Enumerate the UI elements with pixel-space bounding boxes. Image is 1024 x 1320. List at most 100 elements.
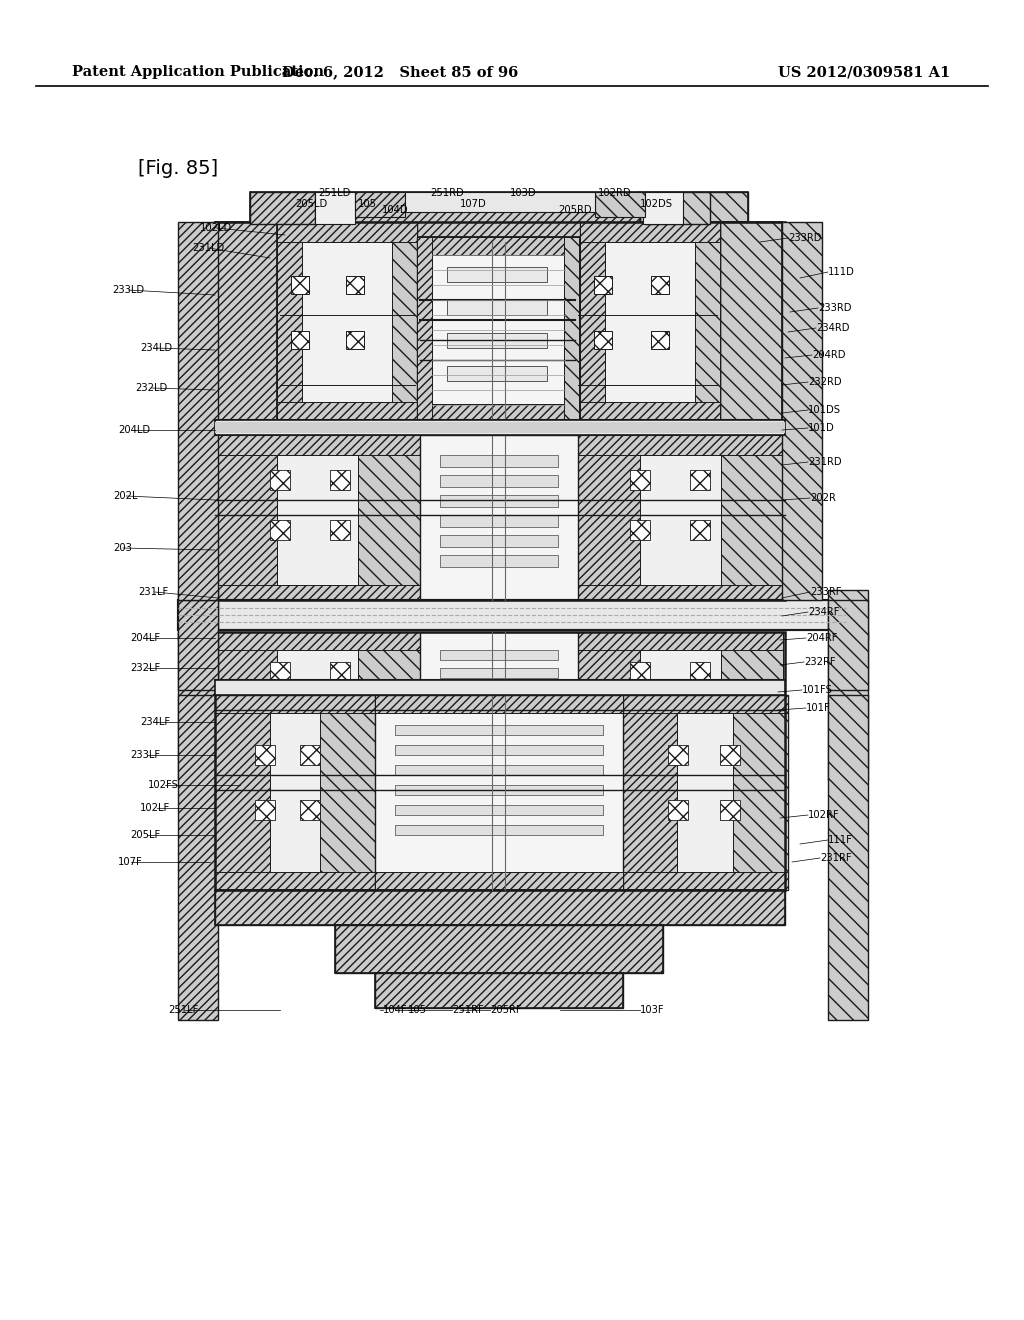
- Bar: [250, 191, 350, 222]
- Bar: [447, 267, 547, 282]
- Bar: [828, 696, 868, 1020]
- Text: 251RD: 251RD: [430, 187, 464, 198]
- Bar: [178, 601, 846, 630]
- Bar: [300, 800, 319, 820]
- Bar: [420, 436, 578, 605]
- Bar: [690, 520, 710, 540]
- Bar: [215, 696, 270, 890]
- Text: 101DS: 101DS: [808, 405, 841, 414]
- Bar: [375, 973, 623, 1008]
- Text: 111F: 111F: [828, 836, 853, 845]
- Bar: [622, 873, 788, 890]
- Bar: [578, 762, 783, 780]
- Bar: [346, 276, 364, 294]
- Bar: [580, 403, 720, 422]
- Bar: [278, 222, 417, 422]
- Text: 205LF: 205LF: [130, 830, 160, 840]
- Bar: [578, 436, 640, 605]
- Text: 204LF: 204LF: [130, 634, 160, 643]
- Bar: [580, 222, 605, 422]
- Bar: [630, 710, 650, 730]
- Bar: [622, 696, 788, 713]
- Text: 234RD: 234RD: [816, 323, 850, 333]
- Text: 234LF: 234LF: [140, 717, 170, 727]
- Text: 102DS: 102DS: [640, 199, 673, 209]
- Bar: [395, 785, 603, 795]
- Bar: [358, 632, 420, 780]
- Bar: [255, 800, 275, 820]
- Bar: [690, 663, 710, 682]
- Bar: [270, 470, 290, 490]
- Bar: [594, 331, 612, 348]
- Bar: [420, 632, 578, 780]
- Bar: [215, 696, 375, 890]
- Bar: [668, 744, 688, 766]
- Text: 233LD: 233LD: [112, 285, 144, 294]
- Bar: [278, 403, 417, 422]
- Bar: [417, 238, 579, 422]
- Text: 231RD: 231RD: [808, 457, 842, 467]
- Bar: [578, 436, 783, 605]
- Bar: [828, 590, 868, 640]
- Text: 202L: 202L: [113, 491, 137, 502]
- Bar: [215, 890, 785, 925]
- Bar: [392, 222, 417, 422]
- Bar: [350, 191, 640, 238]
- Polygon shape: [215, 422, 785, 433]
- Bar: [215, 632, 278, 780]
- Bar: [580, 222, 720, 422]
- Bar: [215, 222, 278, 432]
- Bar: [668, 800, 688, 820]
- Bar: [215, 585, 420, 605]
- Bar: [440, 475, 558, 487]
- Bar: [440, 515, 558, 527]
- Text: 204RD: 204RD: [812, 350, 846, 360]
- Text: [Fig. 85]: [Fig. 85]: [138, 158, 218, 177]
- Text: 102RD: 102RD: [598, 187, 632, 198]
- Bar: [178, 632, 218, 780]
- Bar: [417, 238, 579, 255]
- Text: 232RF: 232RF: [804, 657, 836, 667]
- Bar: [375, 696, 623, 713]
- Bar: [417, 404, 579, 422]
- Text: 107F: 107F: [118, 857, 142, 867]
- Text: 251LF: 251LF: [168, 1005, 199, 1015]
- Bar: [215, 873, 375, 890]
- Bar: [215, 696, 375, 713]
- Bar: [630, 470, 650, 490]
- Bar: [395, 725, 603, 735]
- Bar: [375, 696, 623, 890]
- Bar: [720, 744, 740, 766]
- Bar: [215, 632, 420, 649]
- Text: 204LD: 204LD: [118, 425, 151, 436]
- Bar: [178, 222, 218, 601]
- Text: 231LF: 231LF: [138, 587, 168, 597]
- Bar: [578, 632, 783, 649]
- Bar: [395, 744, 603, 755]
- Bar: [215, 436, 420, 605]
- Bar: [270, 520, 290, 540]
- Bar: [578, 632, 640, 780]
- Bar: [440, 704, 558, 714]
- Bar: [595, 191, 645, 216]
- Bar: [358, 436, 420, 605]
- Bar: [782, 222, 822, 601]
- Text: 205RD: 205RD: [558, 205, 592, 215]
- Text: 232LF: 232LF: [130, 663, 160, 673]
- Text: 233RD: 233RD: [818, 304, 852, 313]
- Polygon shape: [215, 420, 785, 436]
- Bar: [250, 191, 350, 222]
- Bar: [440, 554, 558, 568]
- Text: 231RF: 231RF: [820, 853, 852, 863]
- Bar: [395, 766, 603, 775]
- Bar: [215, 632, 420, 780]
- Bar: [319, 696, 375, 890]
- Bar: [720, 222, 782, 432]
- Bar: [346, 331, 364, 348]
- Bar: [375, 873, 623, 890]
- Bar: [250, 191, 315, 224]
- Bar: [643, 191, 683, 224]
- Bar: [215, 436, 278, 605]
- Text: 101FS: 101FS: [802, 685, 833, 696]
- Bar: [406, 191, 595, 213]
